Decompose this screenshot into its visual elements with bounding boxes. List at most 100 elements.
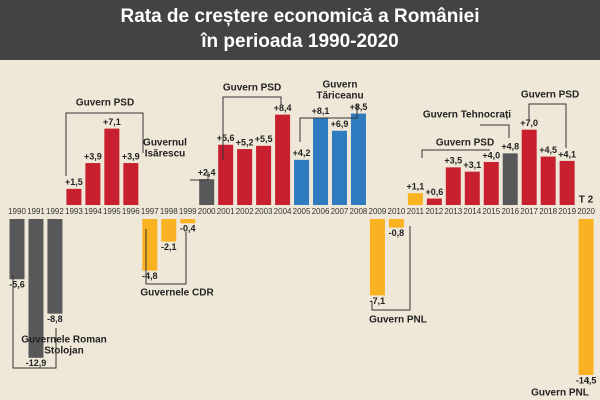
value-label: +1,1	[406, 182, 424, 192]
x-tick-label: 2009	[369, 207, 387, 216]
bar	[218, 144, 234, 205]
value-label: +3,5	[444, 156, 462, 166]
x-tick-label: 2012	[425, 207, 443, 216]
value-label: +4,0	[482, 150, 500, 160]
bracket	[421, 149, 490, 158]
bracket	[299, 105, 358, 142]
bar	[47, 219, 63, 314]
value-label: +1,5	[65, 177, 83, 187]
x-tick-label: 1996	[122, 207, 140, 216]
annotation: Guvern PSD	[436, 138, 494, 149]
bracket	[145, 229, 187, 285]
value-label: -7,1	[370, 296, 386, 306]
bar	[294, 159, 310, 205]
annotation: Guvernele Roman	[21, 335, 107, 346]
value-label: +8,4	[274, 103, 292, 113]
annotation: Stolojan	[44, 346, 83, 357]
bar	[388, 219, 404, 228]
bracket	[190, 172, 209, 181]
x-tick-label: 1995	[103, 207, 121, 216]
x-tick-label: 2004	[274, 207, 292, 216]
x-tick-label: 2008	[350, 207, 368, 216]
bar	[142, 219, 158, 271]
x-tick-label: 2017	[520, 207, 538, 216]
bracket	[371, 226, 411, 311]
x-tick-label: 1992	[46, 207, 64, 216]
bar	[540, 156, 556, 205]
value-label: -5,6	[9, 280, 25, 290]
annotation: Guvernele CDR	[140, 288, 214, 299]
bar	[180, 219, 196, 224]
bar	[28, 219, 44, 358]
bar	[483, 161, 499, 205]
value-label: +6,9	[331, 119, 349, 129]
bar	[199, 179, 215, 205]
annotation: Guvern	[322, 80, 357, 91]
x-tick-label: 2002	[236, 207, 254, 216]
x-tick-label: 2013	[444, 207, 462, 216]
x-tick-label: 2019	[558, 207, 576, 216]
value-label: +7,0	[520, 118, 538, 128]
bar	[464, 171, 480, 205]
bracket	[528, 103, 567, 148]
value-label: +8,5	[350, 102, 368, 112]
x-tick-label: 2007	[331, 207, 349, 216]
x-tick-label: 2011	[407, 207, 425, 216]
chart-title: Rata de creștere economică a României	[120, 6, 479, 27]
bar	[66, 188, 82, 205]
annotation: Guvern PSD	[521, 90, 579, 101]
bracket	[480, 124, 510, 138]
bar	[559, 160, 575, 205]
x-tick-label: 2005	[293, 207, 311, 216]
value-label: -8,8	[47, 314, 63, 324]
bar	[275, 114, 291, 205]
bar	[407, 193, 423, 205]
value-label: +5,6	[217, 133, 235, 143]
bracket	[12, 275, 57, 369]
x-tick-label: 2003	[255, 207, 273, 216]
annotation: Guvern Tehnocrați	[423, 110, 511, 121]
chart-title: în perioada 1990-2020	[200, 31, 399, 52]
value-label: -12,9	[26, 358, 47, 368]
bar	[426, 198, 442, 205]
value-label: +2,4	[198, 168, 216, 178]
x-tick-label: 1991	[27, 207, 45, 216]
bracket	[65, 112, 144, 176]
bar	[502, 153, 518, 205]
value-label: +5,5	[255, 134, 273, 144]
annotation: Guvernul	[143, 138, 187, 149]
annotation: Guvern PNL	[369, 315, 427, 326]
value-label: +7,1	[103, 117, 121, 127]
x-tick-label: 2016	[501, 207, 519, 216]
x-tick-label: 1994	[84, 207, 102, 216]
x-tick-label: 1993	[65, 207, 83, 216]
bar	[521, 129, 537, 205]
bar	[123, 163, 139, 205]
bar	[331, 130, 347, 205]
x-tick-label: 2018	[539, 207, 557, 216]
bar	[578, 219, 594, 375]
value-label: +8,1	[312, 106, 330, 116]
annotation: T 2	[579, 195, 594, 206]
x-tick-label: 2014	[463, 207, 481, 216]
x-tick-label: 2010	[388, 207, 406, 216]
x-tick-label: 2006	[312, 207, 330, 216]
x-tick-label: 1999	[179, 207, 197, 216]
bar	[161, 219, 177, 242]
value-label: +0,6	[425, 187, 443, 197]
x-tick-label: 2000	[198, 207, 216, 216]
x-tick-label: 2020	[577, 207, 595, 216]
bar	[445, 167, 461, 205]
x-tick-label: 1990	[8, 207, 26, 216]
bar	[237, 149, 253, 205]
bar	[313, 117, 329, 205]
x-tick-label: 1998	[160, 207, 178, 216]
x-tick-label: 2015	[482, 207, 500, 216]
annotation: Isărescu	[145, 149, 186, 160]
value-label: +4,5	[539, 145, 557, 155]
bar	[9, 219, 25, 280]
value-label: +4,8	[501, 142, 519, 152]
value-label: +5,2	[236, 137, 254, 147]
value-label: +4,1	[558, 149, 576, 159]
